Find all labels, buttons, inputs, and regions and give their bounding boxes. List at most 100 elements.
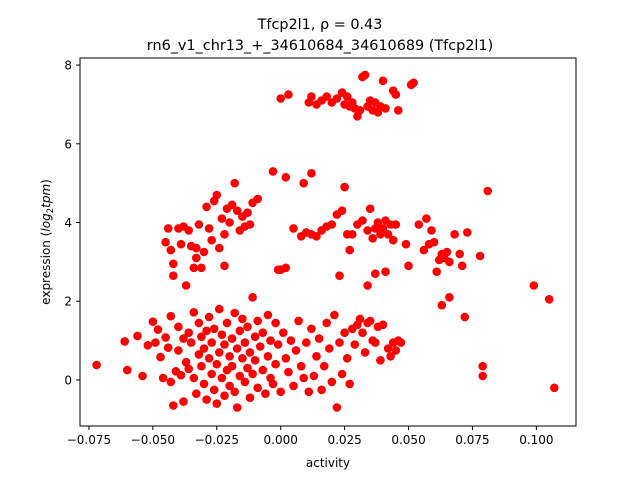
data-point bbox=[450, 230, 459, 239]
data-point bbox=[197, 332, 206, 342]
data-point bbox=[207, 369, 216, 379]
y-axis-label-prefix: expression ( bbox=[39, 232, 53, 305]
data-point bbox=[169, 271, 178, 281]
data-point bbox=[243, 322, 252, 332]
data-point bbox=[342, 354, 352, 363]
data-point bbox=[365, 316, 375, 326]
data-point bbox=[143, 341, 153, 350]
data-point bbox=[240, 377, 250, 387]
y-tick-label: 4 bbox=[64, 216, 72, 230]
data-point bbox=[355, 106, 365, 115]
data-point bbox=[383, 230, 393, 239]
data-point bbox=[299, 373, 309, 383]
data-point bbox=[348, 230, 357, 239]
data-point bbox=[445, 257, 454, 267]
data-point bbox=[215, 304, 224, 314]
data-points bbox=[92, 70, 559, 412]
data-point bbox=[394, 106, 403, 115]
data-point bbox=[550, 383, 559, 393]
data-point bbox=[232, 344, 242, 353]
data-point bbox=[432, 267, 442, 277]
data-point bbox=[120, 337, 129, 346]
y-axis-ticks: 0 2 4 6 8 bbox=[64, 59, 80, 387]
data-point bbox=[442, 247, 452, 257]
data-point bbox=[212, 359, 222, 369]
data-point bbox=[176, 239, 186, 249]
data-point bbox=[209, 385, 219, 395]
data-point bbox=[209, 324, 219, 334]
data-point bbox=[478, 371, 488, 381]
data-point bbox=[376, 356, 385, 365]
data-point bbox=[253, 316, 262, 326]
data-point bbox=[273, 265, 283, 275]
data-point bbox=[371, 338, 380, 347]
data-point bbox=[391, 90, 401, 99]
data-point bbox=[232, 206, 242, 215]
data-point bbox=[248, 369, 257, 379]
data-point bbox=[358, 328, 367, 338]
data-point bbox=[222, 318, 232, 328]
data-point bbox=[212, 399, 222, 408]
data-point bbox=[255, 342, 265, 351]
data-point bbox=[215, 348, 224, 357]
data-point bbox=[92, 360, 101, 370]
data-point bbox=[307, 169, 316, 178]
data-point bbox=[307, 92, 316, 101]
data-point bbox=[194, 220, 204, 229]
data-point bbox=[279, 328, 288, 338]
data-point bbox=[319, 361, 329, 371]
data-point bbox=[345, 379, 355, 389]
data-point bbox=[378, 224, 388, 233]
data-point bbox=[179, 334, 188, 343]
data-point bbox=[176, 370, 186, 380]
data-point bbox=[227, 361, 237, 371]
data-point bbox=[189, 373, 199, 383]
data-point bbox=[179, 222, 188, 231]
data-point bbox=[245, 393, 255, 403]
data-point bbox=[457, 261, 467, 271]
data-point bbox=[250, 356, 260, 365]
data-point bbox=[148, 317, 158, 327]
data-point bbox=[284, 90, 293, 99]
data-point bbox=[309, 371, 319, 381]
data-point bbox=[151, 338, 160, 347]
data-point bbox=[225, 381, 234, 391]
data-point bbox=[268, 167, 278, 176]
data-point bbox=[463, 228, 472, 237]
data-point bbox=[429, 237, 439, 247]
data-point bbox=[192, 253, 201, 263]
x-tick-label: −0.050 bbox=[131, 433, 175, 447]
data-point bbox=[202, 326, 211, 336]
data-point bbox=[192, 243, 201, 253]
data-point bbox=[291, 346, 301, 355]
data-point bbox=[332, 94, 342, 103]
data-point bbox=[325, 344, 334, 353]
data-point bbox=[544, 295, 554, 304]
data-point bbox=[391, 346, 401, 355]
data-point bbox=[166, 245, 176, 255]
data-point bbox=[163, 224, 173, 233]
data-point bbox=[189, 263, 199, 273]
data-point bbox=[307, 324, 316, 334]
data-point bbox=[391, 220, 401, 229]
data-point bbox=[207, 235, 216, 245]
data-point bbox=[174, 346, 183, 355]
data-point bbox=[186, 338, 196, 347]
data-point bbox=[460, 312, 470, 322]
data-point bbox=[161, 333, 170, 342]
data-point bbox=[404, 261, 413, 271]
y-axis-label-subscript: 2 bbox=[46, 208, 56, 213]
y-tick-label: 8 bbox=[64, 59, 72, 73]
data-point bbox=[232, 403, 242, 412]
data-point bbox=[163, 343, 173, 353]
data-point bbox=[322, 318, 332, 328]
data-point bbox=[138, 371, 147, 381]
data-point bbox=[238, 354, 247, 363]
data-point bbox=[273, 340, 283, 349]
data-point bbox=[284, 367, 293, 377]
data-point bbox=[360, 70, 370, 80]
data-point bbox=[368, 234, 378, 243]
x-tick-label: −0.075 bbox=[67, 433, 111, 447]
data-point bbox=[215, 243, 224, 253]
data-point bbox=[166, 377, 176, 387]
